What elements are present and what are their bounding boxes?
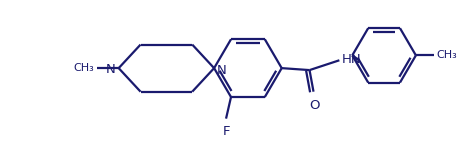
Text: HN: HN <box>341 53 361 66</box>
Text: O: O <box>309 99 320 112</box>
Text: CH₃: CH₃ <box>437 50 458 60</box>
Text: F: F <box>222 126 230 138</box>
Text: N: N <box>217 64 227 77</box>
Text: N: N <box>106 63 116 76</box>
Text: CH₃: CH₃ <box>73 63 94 73</box>
